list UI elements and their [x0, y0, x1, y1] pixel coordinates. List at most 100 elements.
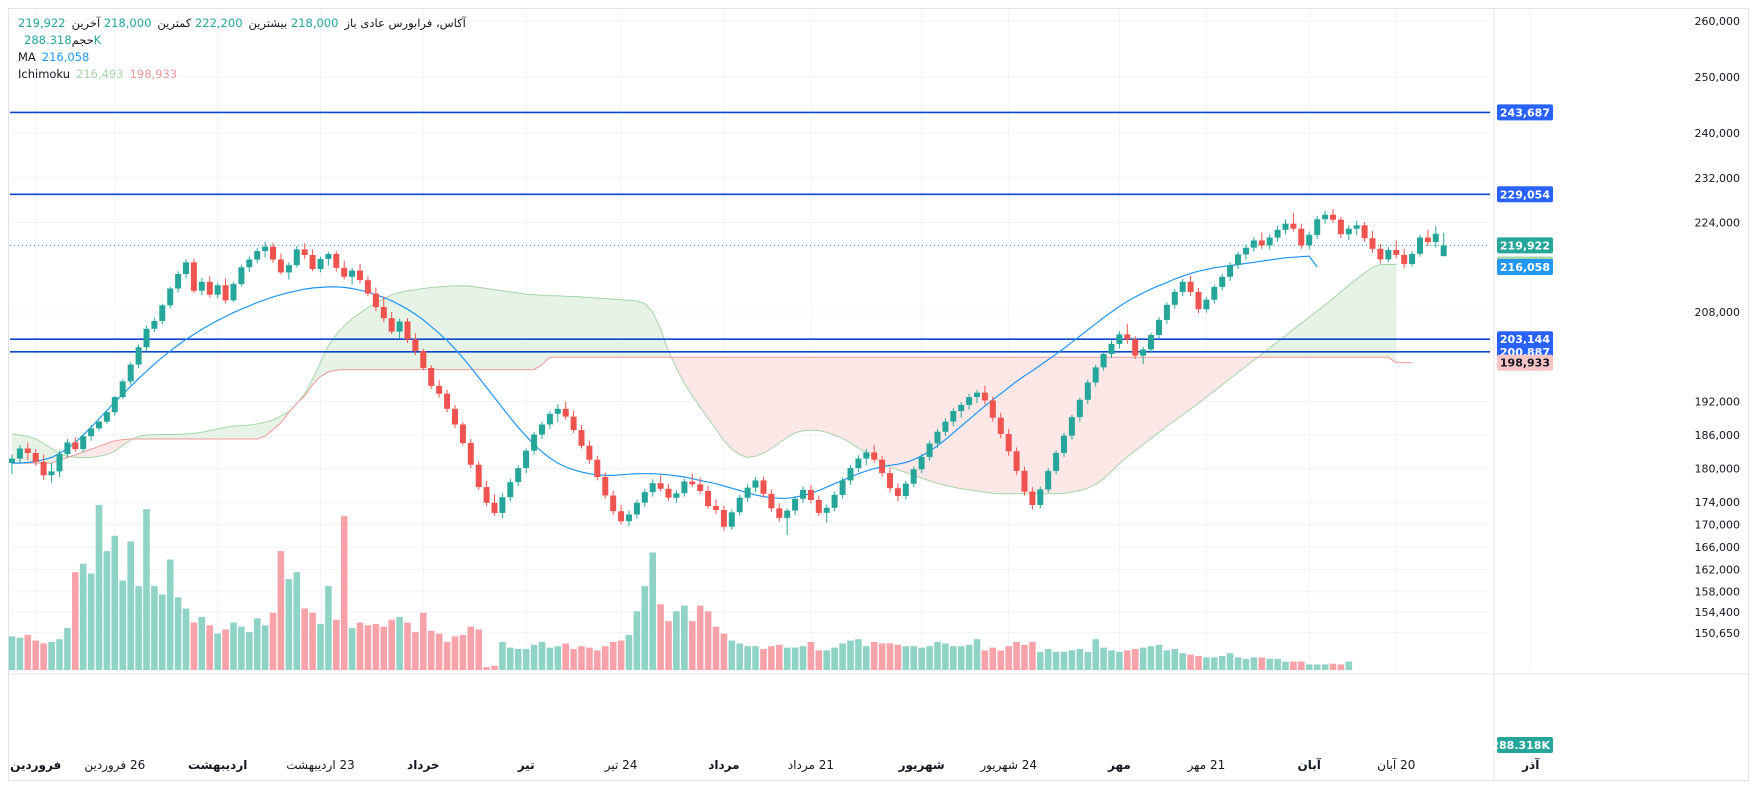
candle-down: [1021, 470, 1028, 492]
ichimoku-span-b: [12, 356, 1413, 464]
candle-down: [618, 511, 625, 522]
volume-bar: [269, 612, 277, 670]
chart-legend: آکاس، فرابورس عادی باز 218,000 بیشترین 222…: [18, 15, 466, 83]
volume-bar: [159, 594, 166, 670]
candle-down: [657, 483, 664, 489]
candle-up: [831, 494, 838, 508]
candle-down: [705, 491, 712, 507]
legend-ma-row[interactable]: MA 216,058: [18, 49, 466, 66]
cloud-bearish: [67, 436, 139, 458]
volume-bar: [950, 646, 957, 670]
candle-up: [1250, 240, 1257, 248]
legend-open-value: 218,000: [290, 16, 339, 30]
candle-down: [412, 339, 419, 352]
volume-bar: [1329, 663, 1337, 670]
hline-price-badge: 203,144: [1500, 333, 1550, 346]
candle-up: [1409, 253, 1416, 264]
volume-bar: [214, 633, 221, 670]
candle-up: [1203, 299, 1210, 310]
volume-bar: [562, 643, 569, 670]
volume-bar: [483, 667, 490, 670]
volume-bar: [886, 643, 894, 670]
volume-bar: [617, 640, 625, 670]
indicator-badge-ichimoku-b: 198,933: [1500, 357, 1550, 370]
legend-ohlc-row: آکاس، فرابورس عادی باز 218,000 بیشترین 222…: [18, 15, 466, 32]
volume-bar: [736, 643, 743, 670]
volume-bar: [246, 632, 253, 670]
candle-down: [697, 484, 704, 491]
candle-up: [96, 421, 102, 429]
x-tick-label: اردیبهشت: [188, 758, 247, 772]
candle-down: [894, 488, 901, 496]
ichimoku-span-a: [11, 264, 1397, 495]
candle-up: [1432, 233, 1439, 243]
volume-bar: [807, 642, 815, 670]
volume-bar: [1258, 657, 1266, 670]
candle-up: [1353, 225, 1360, 229]
volume-badge-bg: [1497, 737, 1553, 753]
volume-bar: [459, 635, 467, 670]
volume-bar: [1021, 644, 1028, 670]
volume-bar: [72, 572, 79, 670]
candle-up: [349, 270, 356, 277]
candle-up: [230, 284, 237, 301]
candle-up: [523, 450, 530, 468]
candle-up: [88, 428, 95, 437]
volume-bar: [1100, 647, 1107, 670]
volume-bar: [981, 650, 989, 670]
volume-bar: [388, 619, 395, 670]
volume-bar: [1298, 661, 1305, 670]
candle-down: [40, 461, 47, 476]
volume-bar: [649, 552, 656, 670]
candle-down: [206, 281, 213, 295]
volume-bar: [1131, 649, 1139, 670]
candle-down: [222, 285, 229, 301]
volume-bar: [1226, 653, 1234, 670]
x-tick-label: 20 آبان: [1377, 757, 1415, 772]
candle-up: [16, 448, 23, 459]
legend-ichimoku-label: Ichimoku: [18, 67, 71, 81]
candle-up: [1068, 417, 1075, 436]
candle-up: [918, 456, 925, 470]
volume-bar: [760, 649, 767, 670]
legend-symbol[interactable]: آکاس، فرابورس عادی: [360, 16, 466, 30]
volume-bar: [451, 636, 459, 670]
y-tick-label: 260,000: [1695, 15, 1741, 28]
candle-up: [1227, 265, 1234, 277]
candle-down: [1258, 240, 1265, 246]
x-tick-label: 24 تیر: [604, 758, 638, 773]
candle-up: [752, 480, 759, 488]
x-tick-label: فروردین: [10, 758, 61, 773]
legend-ichimoku-row[interactable]: Ichimoku 216,493 198,933: [18, 66, 466, 83]
volume-bar: [435, 633, 443, 670]
volume-bar: [934, 642, 941, 670]
volume-bar: [1029, 642, 1036, 670]
candle-down: [1330, 214, 1336, 220]
volume-bar: [799, 646, 807, 670]
volume-bar: [609, 642, 617, 670]
x-tick-label: شهریور: [898, 758, 945, 773]
volume-bar: [79, 563, 87, 670]
candle-up: [1084, 382, 1091, 400]
volume-bar: [1345, 661, 1353, 670]
candle-down: [357, 270, 363, 281]
legend-volume-row[interactable]: حجم288.318K: [18, 32, 466, 49]
candle-down: [879, 459, 886, 474]
volume-bar: [119, 580, 126, 670]
candle-down: [887, 473, 893, 489]
volume-bar: [427, 630, 435, 670]
volume-bar: [1013, 642, 1020, 670]
candle-up: [792, 498, 799, 511]
candle-down: [610, 495, 617, 512]
candle-down: [1132, 339, 1139, 356]
volume-bar: [182, 608, 190, 670]
volume-bar: [744, 646, 751, 670]
x-tick-label: تیر: [517, 758, 535, 772]
candle-down: [380, 307, 387, 319]
candle-up: [1037, 489, 1044, 505]
chart-border: [8, 8, 1749, 781]
candle-up: [1385, 249, 1392, 260]
legend-open-label: باز: [344, 16, 357, 30]
candle-up: [246, 259, 253, 268]
